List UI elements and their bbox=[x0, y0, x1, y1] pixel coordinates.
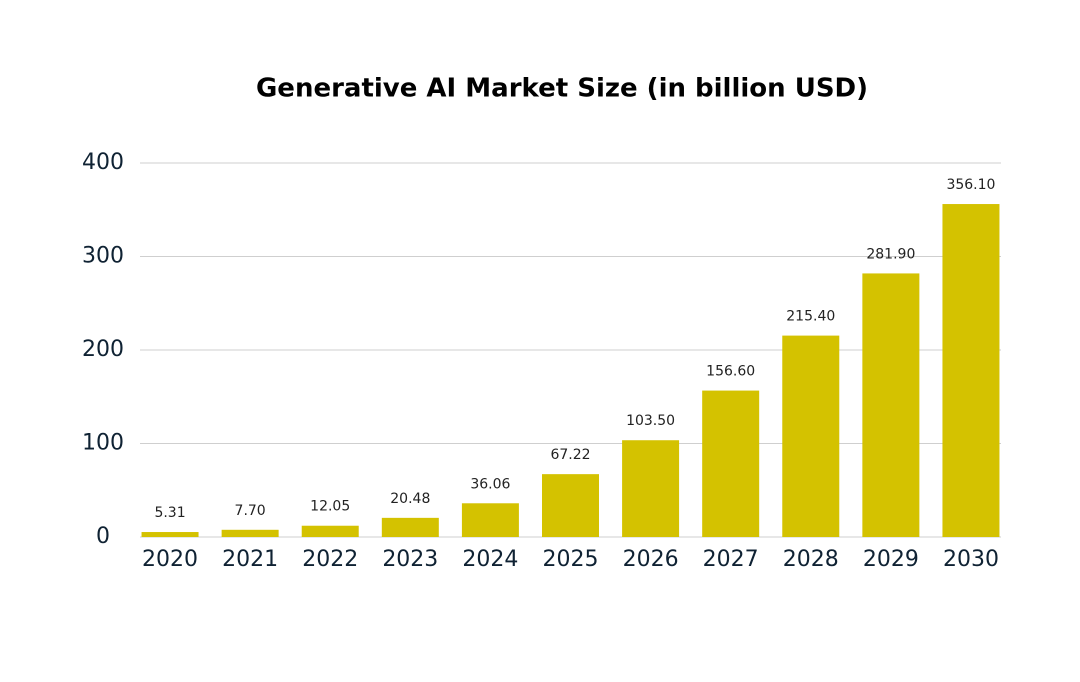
x-tick-label: 2026 bbox=[623, 547, 679, 572]
value-label: 215.40 bbox=[786, 309, 835, 325]
y-tick-label: 100 bbox=[82, 431, 124, 456]
x-tick-label: 2025 bbox=[543, 547, 599, 572]
x-tick-label: 2023 bbox=[382, 547, 438, 572]
x-tick-label: 2030 bbox=[943, 547, 999, 572]
y-tick-label: 200 bbox=[82, 337, 124, 362]
value-label: 356.10 bbox=[946, 177, 995, 193]
x-tick-label: 2028 bbox=[783, 547, 839, 572]
bar bbox=[702, 390, 760, 537]
value-label: 5.31 bbox=[154, 505, 185, 521]
x-tick-label: 2027 bbox=[703, 547, 759, 572]
bar bbox=[782, 335, 840, 537]
value-label: 36.06 bbox=[470, 476, 510, 492]
chart-title: Generative AI Market Size (in billion US… bbox=[256, 74, 868, 104]
bar bbox=[862, 273, 920, 537]
bar bbox=[461, 503, 519, 537]
x-tick-label: 2020 bbox=[142, 547, 198, 572]
value-label: 281.90 bbox=[866, 246, 915, 262]
bar bbox=[381, 517, 439, 537]
bar bbox=[301, 525, 359, 537]
value-label: 156.60 bbox=[706, 364, 755, 380]
x-tick-label: 2021 bbox=[222, 547, 278, 572]
value-label: 67.22 bbox=[550, 447, 590, 463]
value-label: 103.50 bbox=[626, 413, 675, 429]
x-tick-label: 2024 bbox=[462, 547, 518, 572]
y-tick-label: 400 bbox=[82, 150, 124, 175]
bar bbox=[141, 532, 199, 537]
x-tick-label: 2022 bbox=[302, 547, 358, 572]
bar bbox=[221, 529, 279, 537]
bar bbox=[542, 474, 599, 537]
bar bbox=[942, 204, 1000, 537]
value-label: 7.70 bbox=[235, 503, 266, 519]
value-label: 20.48 bbox=[390, 491, 430, 507]
y-tick-label: 0 bbox=[96, 524, 110, 549]
value-label: 12.05 bbox=[310, 499, 350, 515]
x-tick-label: 2029 bbox=[863, 547, 919, 572]
bar bbox=[622, 440, 680, 537]
y-tick-label: 300 bbox=[82, 244, 124, 269]
